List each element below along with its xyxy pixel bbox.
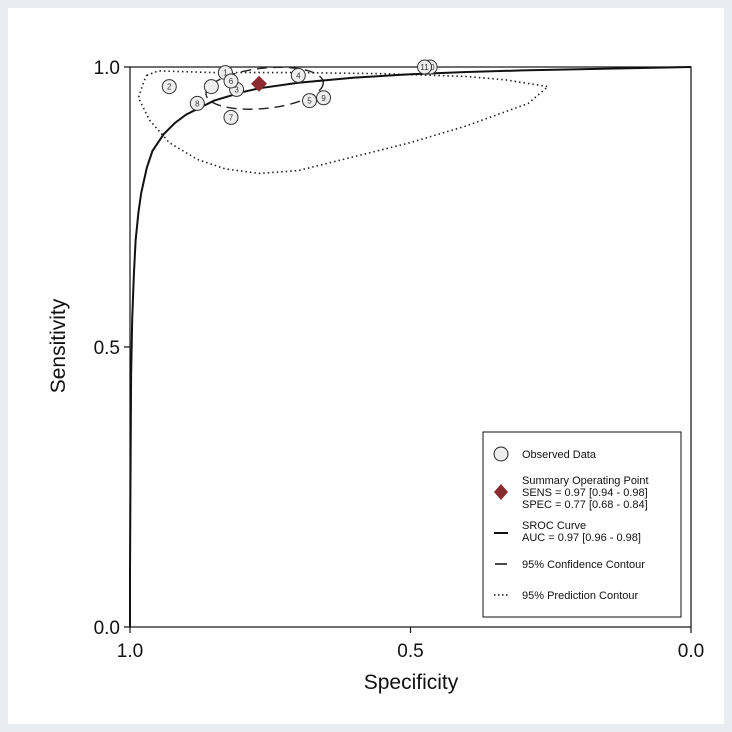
legend-prediction: 95% Prediction Contour [494, 590, 639, 602]
observed-point-label: 7 [229, 113, 234, 122]
legend-confidence-label: 95% Confidence Contour [522, 559, 645, 571]
legend-sroc-auc: AUC = 0.97 [0.96 - 0.98] [522, 532, 641, 544]
observed-point-label: 8 [195, 99, 200, 108]
legend-observed: Observed Data [493, 446, 597, 462]
legend-summary-spec: SPEC = 0.77 [0.68 - 0.84] [522, 499, 648, 511]
legend-circle-icon [493, 446, 509, 462]
observed-point-label: 11 [420, 63, 429, 72]
legend-sroc: SROC Curve AUC = 0.97 [0.96 - 0.98] [494, 520, 641, 544]
legend-diamond-icon [494, 484, 508, 500]
legend-summary: Summary Operating Point SENS = 0.97 [0.9… [494, 475, 649, 511]
y-axis-title: Sensitivity [47, 298, 70, 393]
observed-point-label: 2 [167, 83, 172, 92]
y-tick-label: 0.0 [94, 618, 120, 639]
y-tick-label: 1.0 [94, 58, 120, 79]
observed-point [203, 79, 219, 95]
legend-prediction-label: 95% Prediction Contour [522, 590, 639, 602]
observed-point [302, 93, 318, 109]
x-tick-label: 0.0 [678, 641, 704, 662]
x-axis-title: Specificity [364, 671, 459, 694]
legend-confidence: 95% Confidence Contour [495, 559, 645, 571]
observed-point [290, 67, 306, 83]
observed-point-label: 4 [296, 71, 301, 80]
legend-summary-label: Summary Operating Point [522, 475, 649, 487]
confidence-contour [205, 66, 324, 110]
legend-observed-label: Observed Data [522, 449, 597, 461]
legend-box [482, 431, 682, 618]
figure-panel: 1234567891011 1.00.50.00.00.51.0 Specifi… [8, 8, 724, 724]
summary-point-diamond [251, 75, 268, 92]
observed-point [223, 73, 239, 89]
contours-layer [137, 66, 549, 175]
sroc-curve-layer [129, 66, 692, 627]
observed-point-label: 6 [229, 77, 234, 86]
x-tick-label: 1.0 [117, 641, 143, 662]
axis-ticks: 1.0 0.5 0.0 0.0 0.5 1.0 [94, 58, 705, 662]
observed-point [316, 90, 332, 106]
x-tick-label: 0.5 [397, 641, 423, 662]
observed-point [417, 59, 433, 75]
observed-point [161, 79, 177, 95]
observed-point-label: 1 [223, 69, 228, 78]
observed-point [189, 95, 205, 111]
sroc-curve-line [129, 66, 692, 627]
sroc-chart: 1234567891011 1.00.50.00.00.51.0 Specifi… [47, 58, 705, 694]
observed-points-layer: 1234567891011 [161, 59, 438, 125]
prediction-contour [137, 70, 549, 175]
observed-point-label: 9 [321, 94, 326, 103]
legend-summary-sens: SENS = 0.97 [0.94 - 0.98] [522, 487, 648, 499]
observed-point-label: 5 [307, 97, 312, 106]
legend-sroc-label: SROC Curve [522, 520, 586, 532]
observed-point-label: 3 [234, 85, 239, 94]
y-tick-label: 0.5 [94, 338, 120, 359]
observed-point [223, 109, 239, 125]
legend: Observed Data Summary Operating Point SE… [482, 431, 682, 618]
summary-point-layer [251, 75, 268, 92]
